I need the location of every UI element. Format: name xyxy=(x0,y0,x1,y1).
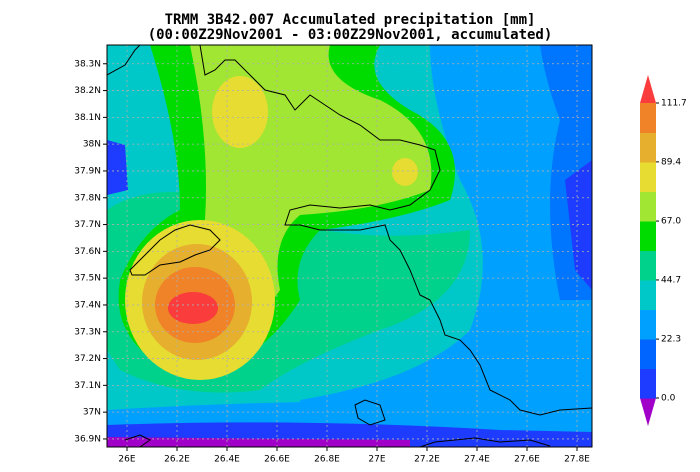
y-tick-label: 37.8N xyxy=(74,193,101,203)
y-tick-label: 37.4N xyxy=(74,300,101,310)
contour-band xyxy=(212,76,268,148)
y-tick-label: 37.1N xyxy=(74,381,101,391)
colorbar-triangle xyxy=(640,75,656,103)
y-tick-label: 38N xyxy=(83,140,101,150)
contour-band xyxy=(300,45,592,447)
contour-band xyxy=(392,158,418,186)
grid xyxy=(107,45,592,447)
contour-fill xyxy=(107,45,592,447)
colorbar-band xyxy=(640,339,656,369)
x-tick-label: 26.8E xyxy=(314,455,340,465)
subtitle: (00:00Z29Nov2001 - 03:00Z29Nov2001, accu… xyxy=(148,27,553,43)
colorbar-label: 44.7 xyxy=(661,275,681,285)
y-tick-label: 37N xyxy=(83,408,101,418)
colorbar-band xyxy=(640,221,656,251)
y-tick-label: 38.1N xyxy=(74,113,101,123)
y-tick-label: 37.7N xyxy=(74,220,101,230)
coastline xyxy=(419,437,551,447)
colorbar-band xyxy=(640,132,656,163)
colorbar-label: 67.0 xyxy=(661,217,681,227)
x-tick-label: 26.4E xyxy=(214,455,240,465)
colorbar-band xyxy=(640,250,656,281)
x-tick-label: 27.2E xyxy=(414,455,440,465)
coastline xyxy=(124,434,151,447)
contour-band xyxy=(107,140,128,195)
colorbar-band xyxy=(640,309,656,340)
colorbar-band xyxy=(640,103,656,133)
x-tick-label: 26E xyxy=(118,455,135,465)
title: TRMM 3B42.007 Accumulated precipitation … xyxy=(165,12,536,28)
contour-band xyxy=(107,437,410,447)
colorbar-label: 89.4 xyxy=(661,157,681,167)
y-tick-label: 38.2N xyxy=(74,86,101,96)
y-tick-label: 37.6N xyxy=(74,247,101,257)
y-tick-label: 37.2N xyxy=(74,354,101,364)
coastlines xyxy=(107,45,592,447)
colorbar-band xyxy=(640,162,656,192)
y-tick-label: 37.3N xyxy=(74,327,101,337)
colorbar-label: 111.7 xyxy=(661,99,687,109)
x-tick-label: 27.8E xyxy=(564,455,590,465)
y-tick-label: 37.9N xyxy=(74,166,101,176)
colorbar-band xyxy=(640,368,656,399)
x-tick-label: 27.6E xyxy=(514,455,540,465)
colorbar-label: 22.3 xyxy=(661,335,681,345)
x-tick-label: 26.2E xyxy=(164,455,190,465)
colorbar-band xyxy=(640,280,656,310)
x-tick-label: 27.4E xyxy=(464,455,490,465)
x-tick-label: 26.6E xyxy=(264,455,290,465)
y-tick-label: 36.9N xyxy=(74,434,101,444)
coastline xyxy=(354,399,386,426)
colorbar-triangle xyxy=(640,398,656,426)
coastline xyxy=(129,224,221,276)
colorbar-band xyxy=(640,191,656,222)
colorbar-label: 0.0 xyxy=(661,394,676,404)
coastline xyxy=(107,45,141,76)
x-tick-label: 27E xyxy=(368,455,385,465)
coastline xyxy=(199,45,592,416)
colorbar: 0.0 22.3 44.7 67.0 89.4 111.7 xyxy=(640,75,687,426)
plot-frame xyxy=(106,44,593,448)
y-tick-label: 38.3N xyxy=(74,59,101,69)
y-tick-label: 37.5N xyxy=(74,274,101,284)
contour-band xyxy=(168,292,218,324)
contour-band xyxy=(565,160,592,290)
